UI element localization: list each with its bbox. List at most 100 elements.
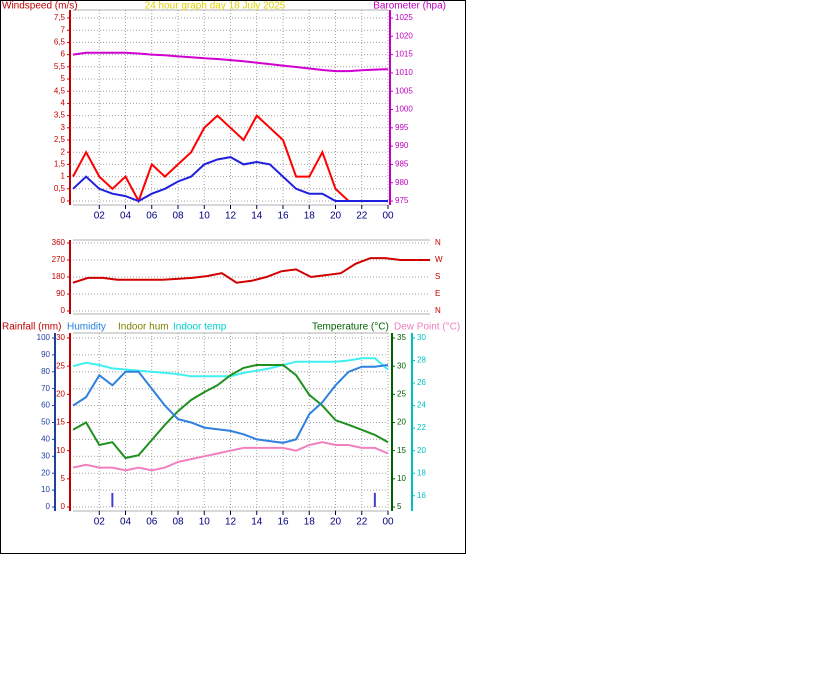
y-tick-label: 28 xyxy=(417,356,426,365)
x-tick-label: 04 xyxy=(120,211,132,222)
x-tick-label: 02 xyxy=(94,211,106,222)
y-tick-label: 60 xyxy=(41,401,50,410)
y-tick-label: 15 xyxy=(56,418,65,427)
x-tick-label: 02 xyxy=(94,517,106,528)
y-tick-label: 1025 xyxy=(395,13,413,22)
y-tick-label: 24 xyxy=(417,401,426,410)
x-tick-label: 12 xyxy=(225,517,237,528)
x-tick-label: 04 xyxy=(120,517,132,528)
y-tick-label: 25 xyxy=(56,361,65,370)
y-tick-label: 1000 xyxy=(395,105,413,114)
y-tick-label: 1010 xyxy=(395,68,413,77)
y-tick-label: 30 xyxy=(417,333,426,342)
y-tick-label: 360 xyxy=(52,238,66,247)
y-tick-label: 4 xyxy=(61,99,66,108)
x-tick-label: 06 xyxy=(146,211,158,222)
y-tick-label: 1,5 xyxy=(54,160,66,169)
y-tick-label: 3 xyxy=(61,123,66,132)
y-tick-label: 20 xyxy=(397,418,406,427)
y-tick-label: 20 xyxy=(56,389,65,398)
x-tick-label: 16 xyxy=(277,517,289,528)
x-tick-label: 10 xyxy=(199,517,211,528)
x-tick-label: 12 xyxy=(225,211,237,222)
y-tick-label: 10 xyxy=(56,446,65,455)
x-tick-label: 00 xyxy=(382,517,394,528)
series-line xyxy=(72,156,388,203)
y-tick-label: 1015 xyxy=(395,50,413,59)
x-tick-label: 20 xyxy=(330,211,342,222)
y-tick-label: N xyxy=(435,306,441,315)
x-tick-label: 18 xyxy=(304,517,316,528)
y-tick-label: 20 xyxy=(417,446,426,455)
y-tick-label: 975 xyxy=(395,196,409,205)
y-tick-label: 80 xyxy=(41,367,50,376)
axis-title: Humidity xyxy=(67,322,106,333)
y-tick-label: 6,5 xyxy=(54,38,66,47)
x-tick-label: 22 xyxy=(356,211,368,222)
y-tick-label: 30 xyxy=(397,361,406,370)
series-line xyxy=(72,364,389,460)
y-tick-label: 40 xyxy=(41,435,50,444)
y-tick-label: 90 xyxy=(41,350,50,359)
y-tick-label: 6 xyxy=(61,50,66,59)
y-tick-label: 2 xyxy=(61,147,66,156)
y-tick-label: 980 xyxy=(395,178,409,187)
y-tick-label: 30 xyxy=(41,451,50,460)
y-tick-label: 990 xyxy=(395,141,409,150)
series-line xyxy=(72,51,389,73)
series-line xyxy=(72,257,430,284)
y-tick-label: 5 xyxy=(397,502,402,511)
y-tick-label: 7,5 xyxy=(54,13,66,22)
rain-bar xyxy=(111,492,114,507)
axis-title: Rainfall (mm) xyxy=(2,322,61,333)
series-line xyxy=(72,364,389,444)
rain-bar xyxy=(373,492,376,507)
y-tick-label: E xyxy=(435,289,440,298)
axis-title: Temperature (°C) xyxy=(312,322,389,333)
y-tick-label: 22 xyxy=(417,423,426,432)
x-tick-label: 08 xyxy=(172,211,184,222)
y-tick-label: S xyxy=(435,272,440,281)
y-tick-label: 15 xyxy=(397,446,406,455)
axis-title: Indoor temp xyxy=(173,322,227,333)
x-tick-label: 00 xyxy=(382,211,394,222)
y-tick-label: 985 xyxy=(395,160,409,169)
y-tick-label: 1020 xyxy=(395,31,413,40)
axis-title: Barometer (hpa) xyxy=(373,1,446,12)
y-tick-label: 995 xyxy=(395,123,409,132)
y-tick-label: 0,5 xyxy=(54,184,66,193)
y-tick-label: 2,5 xyxy=(54,135,66,144)
y-tick-label: 30 xyxy=(56,333,65,342)
x-tick-label: 10 xyxy=(199,211,211,222)
y-tick-label: 90 xyxy=(56,289,65,298)
series-line xyxy=(72,113,388,204)
y-tick-label: W xyxy=(435,255,443,264)
x-tick-label: 14 xyxy=(251,517,263,528)
y-tick-label: 10 xyxy=(41,485,50,494)
y-tick-label: 18 xyxy=(417,468,426,477)
y-tick-label: 50 xyxy=(41,418,50,427)
y-tick-label: 7 xyxy=(61,25,66,34)
graphs: Windspeed (m/s) 24 hour graph day 18 July… xyxy=(2,1,460,528)
axis-title: Indoor hum xyxy=(118,322,169,333)
series-line xyxy=(72,441,389,472)
y-tick-label: 5 xyxy=(61,474,66,483)
axis-title: Dew Point (°C) xyxy=(394,322,460,333)
x-tick-label: 22 xyxy=(356,517,368,528)
axis-title: 24 hour graph day 18 July 2025 xyxy=(145,1,286,12)
y-tick-label: 5 xyxy=(61,74,66,83)
y-tick-label: 270 xyxy=(52,255,66,264)
y-tick-label: 70 xyxy=(41,384,50,393)
y-tick-label: 25 xyxy=(397,389,406,398)
x-tick-label: 16 xyxy=(277,211,289,222)
y-tick-label: 4,5 xyxy=(54,86,66,95)
y-tick-label: 0 xyxy=(61,306,66,315)
y-tick-label: 10 xyxy=(397,474,406,483)
x-tick-label: 08 xyxy=(172,517,184,528)
y-tick-label: 0 xyxy=(46,502,51,511)
axis-title: Windspeed (m/s) xyxy=(2,1,78,12)
x-tick-label: 18 xyxy=(304,211,316,222)
x-tick-label: 06 xyxy=(146,517,158,528)
x-tick-label: 20 xyxy=(330,517,342,528)
